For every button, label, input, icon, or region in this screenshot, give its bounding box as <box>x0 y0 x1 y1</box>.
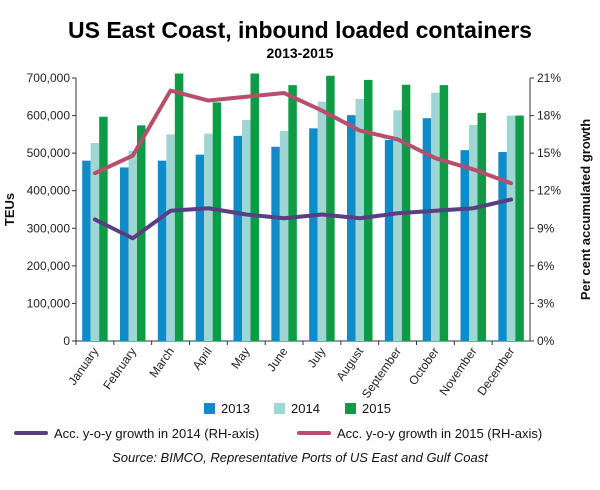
y2-tick-label: 6% <box>537 259 555 273</box>
bar-2013-june <box>271 146 280 341</box>
bar-2014-may <box>242 120 251 341</box>
bar-2015-january <box>99 116 108 341</box>
x-tick-label: July <box>305 345 329 371</box>
bar-2015-august <box>364 79 373 341</box>
bar-2013-may <box>233 135 242 341</box>
legend-label-2013: 2013 <box>221 401 250 416</box>
legend-swatch-2014 <box>274 403 285 414</box>
growth-line-2014 <box>92 197 514 241</box>
bar-2013-april <box>195 154 205 341</box>
bar-2015-november <box>477 112 486 341</box>
chart-subtitle: 2013-2015 <box>267 45 334 61</box>
bar-2014-december <box>506 115 516 341</box>
bar-2015-april <box>212 102 222 341</box>
source-note: Source: BIMCO, Representative Ports of U… <box>112 450 489 465</box>
bar-2013-july <box>309 128 318 341</box>
x-tick-label: June <box>264 344 291 374</box>
y2-tick-label: 12% <box>537 184 561 198</box>
bar-2013-december <box>498 152 507 341</box>
y-tick-label: 300,000 <box>27 221 71 235</box>
y-tick-label: 0 <box>63 334 70 348</box>
y2-tick-label: 3% <box>537 296 555 310</box>
y-tick-label: 100,000 <box>27 296 71 310</box>
bar-2013-january <box>82 160 91 341</box>
y-tick-label: 600,000 <box>27 109 71 123</box>
legend-label-2014: 2014 <box>291 401 320 416</box>
bar-2013-february <box>120 167 129 341</box>
bar-2014-april <box>204 133 213 341</box>
x-tick-label: February <box>100 345 139 392</box>
legend-label-2015: 2015 <box>362 401 391 416</box>
bar-2014-january <box>90 143 100 341</box>
bar-2014-july <box>317 101 327 341</box>
bar-2015-march <box>174 73 184 342</box>
y-tick-label: 400,000 <box>27 184 71 198</box>
bar-2015-july <box>326 75 335 341</box>
bar-2015-october <box>439 85 449 341</box>
y2-tick-label: 0% <box>537 334 555 348</box>
y2-tick-label: 15% <box>537 146 561 160</box>
y-tick-label: 500,000 <box>27 146 71 160</box>
legend: 2013 2014 2015 Acc. y-o-y growth in 2014 (R… <box>14 401 542 441</box>
bar-2014-june <box>279 130 289 341</box>
bar-2013-november <box>460 150 469 341</box>
x-tick-label: April <box>190 345 215 373</box>
x-tick-label: January <box>65 345 101 388</box>
x-tick-label: August <box>333 344 366 383</box>
bar-2014-february <box>128 150 137 341</box>
bar-2013-september <box>384 139 394 341</box>
legend-label-growth-2014: Acc. y-o-y growth in 2014 (RH-axis) <box>54 426 259 441</box>
x-tick-label: May <box>228 345 252 372</box>
y-tick-label: 700,000 <box>27 71 71 85</box>
bar-2015-may <box>250 73 259 342</box>
x-tick-label: March <box>146 345 177 380</box>
legend-swatch-2013 <box>204 403 215 414</box>
y2-tick-label: 21% <box>537 71 561 85</box>
y2-axis-title: Per cent accumulated growth <box>578 119 593 300</box>
bar-2014-march <box>166 134 175 341</box>
y2-tick-label: 18% <box>537 109 561 123</box>
chart-title: US East Coast, inbound loaded containers <box>68 17 532 43</box>
bar-2015-june <box>288 85 297 341</box>
bar-2015-december <box>515 115 524 341</box>
y-tick-label: 200,000 <box>27 259 71 273</box>
growth-line-2015 <box>92 88 514 186</box>
legend-swatch-2015 <box>345 403 356 414</box>
bar-2014-november <box>469 124 478 342</box>
plot-area: 0 100,000 200,000 300,000 400,000 500,000 600,… <box>2 71 593 401</box>
bar-2014-october <box>431 92 440 342</box>
y2-tick-label: 9% <box>537 221 555 235</box>
bar-2013-october <box>422 118 432 341</box>
y-axis-title: TEUs <box>2 193 17 226</box>
bar-2014-september <box>393 110 402 341</box>
x-tick-label: October <box>406 345 442 388</box>
bar-2013-august <box>347 115 356 341</box>
x-tick-label: December <box>474 345 517 398</box>
legend-label-growth-2015: Acc. y-o-y growth in 2015 (RH-axis) <box>337 426 542 441</box>
bar-2013-march <box>157 160 167 341</box>
